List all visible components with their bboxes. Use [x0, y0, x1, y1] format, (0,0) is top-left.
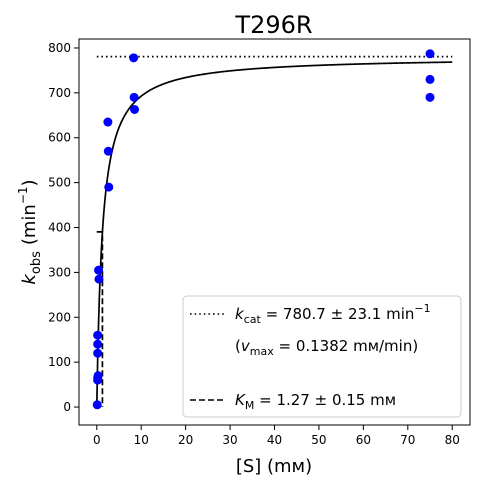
x-tick-label: 50: [311, 433, 326, 447]
data-point: [425, 92, 435, 102]
chart-title: T296R: [234, 11, 312, 39]
y-axis-label-subscript: obs: [29, 251, 44, 274]
y-tick-label: 0: [63, 400, 71, 414]
y-axis-label: kobs (min−1): [16, 179, 44, 284]
x-tick-label: 20: [178, 433, 193, 447]
legend-vmax-symbol: v: [241, 337, 251, 355]
data-point: [93, 348, 103, 358]
legend-km-subscript: M: [245, 399, 255, 412]
data-point: [92, 400, 102, 410]
data-point: [104, 182, 114, 192]
x-axis: 0 10 20 30 40 50 60 70 80: [93, 425, 460, 447]
legend-box: [182, 295, 462, 418]
legend-km-symbol: K: [235, 391, 246, 409]
y-tick-label: 600: [48, 131, 71, 145]
x-tick-label: 60: [356, 433, 371, 447]
y-tick-label: 200: [48, 310, 71, 324]
y-tick-label: 100: [48, 355, 71, 369]
data-point: [93, 339, 103, 349]
y-axis-label-unit: (min: [19, 204, 40, 245]
data-point: [93, 371, 103, 381]
data-point: [94, 274, 104, 284]
y-axis-label-symbol: k: [19, 273, 40, 285]
y-tick-label: 500: [48, 176, 71, 190]
legend-kcat-symbol: k: [235, 305, 245, 323]
legend: kcat = 780.7 ± 23.1 min−1 (vmax = 0.1382…: [182, 295, 462, 418]
legend-kcat-exponent: −1: [414, 302, 430, 315]
x-axis-label: [S] (mм): [236, 456, 312, 477]
series-solid-line: [95, 61, 453, 408]
data-point: [129, 53, 139, 63]
plot-area: [92, 49, 453, 410]
legend-km-text: = 1.27 ± 0.15 mм: [254, 391, 396, 409]
legend-km: KM = 1.27 ± 0.15 mм: [235, 391, 396, 412]
data-point: [425, 49, 435, 59]
legend-kcat-text: = 780.7 ± 23.1 min: [261, 305, 415, 323]
y-tick-label: 800: [48, 41, 71, 55]
x-tick-label: 0: [93, 433, 101, 447]
y-axis-label-exponent: −1: [16, 186, 30, 204]
legend-kcat-subscript: cat: [244, 313, 262, 326]
x-tick-label: 40: [267, 433, 282, 447]
series-dashed-line: [96, 230, 104, 408]
x-tick-label: 70: [400, 433, 415, 447]
x-tick-label: 10: [134, 433, 149, 447]
y-tick-label: 300: [48, 265, 71, 279]
x-tick-label: 80: [445, 433, 460, 447]
legend-vmax-subscript: max: [250, 345, 274, 358]
legend-vmax: (vmax = 0.1382 mм/min): [235, 337, 418, 358]
y-tick-label: 700: [48, 86, 71, 100]
data-point: [94, 265, 104, 275]
legend-kcat: kcat = 780.7 ± 23.1 min−1: [235, 302, 431, 326]
data-point: [129, 92, 139, 102]
y-axis-label-close: ): [19, 179, 40, 186]
legend-vmax-open: (: [235, 337, 241, 355]
data-point: [93, 330, 103, 340]
x-tick-label: 30: [222, 433, 237, 447]
plot-series-group: [92, 49, 453, 410]
y-axis: 0 100 200 300 400 500 600 700 800: [48, 41, 79, 414]
data-point: [130, 104, 140, 114]
data-point: [425, 74, 435, 84]
data-point: [103, 117, 113, 127]
legend-vmax-text: = 0.1382 mм/min): [274, 337, 418, 355]
y-tick-label: 400: [48, 221, 71, 235]
data-point: [103, 146, 113, 156]
